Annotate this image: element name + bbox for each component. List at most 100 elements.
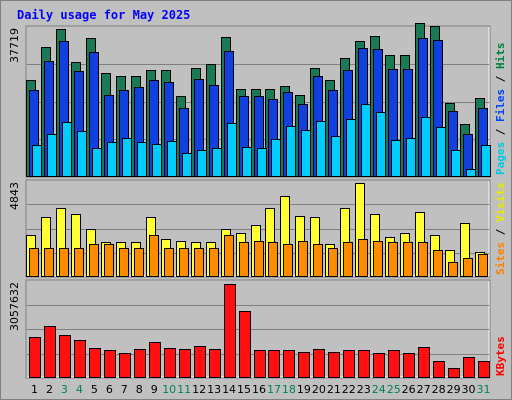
x-tick-label-day-30: 30 [462,383,476,396]
legend-entry: Hits [494,43,507,70]
legend-entry: / [494,222,507,242]
bar-sites-day-11 [179,248,189,277]
legend-entry: Sites [494,242,507,275]
x-tick-label-day-29: 29 [447,383,461,396]
bar-sites-day-24 [373,241,383,277]
bar-pages-day-22 [346,119,356,177]
panel-legend: Sites / Visits [494,182,507,275]
bar-kbytes-day-21 [328,352,340,378]
bar-sites-day-13 [209,248,219,277]
x-tick-label-day-3: 3 [61,383,68,396]
panel-legend: Pages / Files / Hits [494,43,507,176]
bar-kbytes-day-9 [149,342,161,378]
bar-kbytes-day-27 [418,347,430,378]
bar-pages-day-29 [451,150,461,177]
x-tick-label-day-22: 22 [342,383,356,396]
bar-pages-day-9 [152,144,162,177]
bar-sites-day-4 [74,248,84,277]
bar-pages-day-11 [182,153,192,177]
bar-kbytes-day-10 [164,348,176,378]
x-tick-label-day-14: 14 [222,383,236,396]
x-tick-label-day-7: 7 [121,383,128,396]
bar-pages-day-30 [466,169,476,177]
bar-pages-day-3 [62,122,72,177]
bar-sites-day-29 [448,262,458,277]
bar-pages-day-28 [436,127,446,177]
y-max-label: 4843 [8,182,21,210]
bar-kbytes-day-19 [298,352,310,378]
bar-kbytes-day-29 [448,368,460,378]
bar-sites-day-25 [388,242,398,277]
bar-pages-day-15 [242,147,252,177]
x-tick-label-day-23: 23 [357,383,371,396]
bar-kbytes-day-31 [478,361,490,378]
legend-entry: / [494,122,507,142]
bar-kbytes-day-11 [179,349,191,378]
bar-sites-day-7 [119,248,129,277]
bar-sites-day-1 [29,248,39,277]
bar-kbytes-day-7 [119,353,131,378]
bar-sites-day-21 [328,248,338,277]
bar-sites-day-22 [343,242,353,277]
bar-pages-day-20 [316,121,326,177]
bar-kbytes-day-22 [343,350,355,378]
bar-pages-day-23 [361,104,371,177]
x-tick-label-day-13: 13 [207,383,221,396]
bar-kbytes-day-1 [29,337,41,378]
x-tick-label-day-1: 1 [31,383,38,396]
bar-sites-day-10 [164,248,174,277]
x-tick-label-day-16: 16 [252,383,266,396]
bar-kbytes-day-14 [224,284,236,378]
x-tick-label-day-9: 9 [151,383,158,396]
bar-kbytes-day-8 [134,349,146,378]
bar-kbytes-day-16 [254,350,266,378]
bar-kbytes-day-13 [209,349,221,378]
x-tick-label-day-4: 4 [76,383,83,396]
x-tick-label-day-26: 26 [402,383,416,396]
legend-entry: Visits [494,182,507,222]
bar-sites-day-16 [254,241,264,277]
bar-kbytes-day-23 [358,350,370,378]
legend-entry: KBytes [494,336,507,376]
bar-kbytes-day-12 [194,346,206,378]
x-tick-label-day-25: 25 [387,383,401,396]
bar-sites-day-9 [149,235,159,277]
bar-kbytes-day-30 [463,357,475,378]
x-tick-label-day-20: 20 [312,383,326,396]
bar-pages-day-6 [107,142,117,177]
bar-pages-day-7 [122,138,132,177]
bar-pages-day-14 [227,123,237,177]
bar-kbytes-day-5 [89,348,101,378]
x-tick-label-day-12: 12 [192,383,206,396]
bar-pages-day-10 [167,141,177,177]
bar-sites-day-17 [268,242,278,277]
bar-pages-day-16 [257,148,267,177]
bar-pages-day-8 [137,142,147,177]
bar-sites-day-31 [478,254,488,277]
bar-sites-day-23 [358,239,368,277]
bar-pages-day-13 [212,148,222,177]
bar-pages-day-18 [286,126,296,177]
bar-kbytes-day-2 [44,326,56,378]
x-tick-label-day-27: 27 [417,383,431,396]
bar-pages-day-21 [331,136,341,177]
y-max-label: 37719 [8,28,21,63]
bar-sites-day-15 [239,242,249,277]
bar-kbytes-day-25 [388,350,400,378]
bar-pages-day-5 [92,148,102,177]
x-tick-label-day-11: 11 [177,383,191,396]
x-tick-label-day-31: 31 [477,383,491,396]
legend-entry: / [494,69,507,89]
bar-pages-day-19 [301,130,311,177]
bar-kbytes-day-18 [283,350,295,378]
bar-kbytes-day-26 [403,353,415,378]
bar-sites-day-8 [134,248,144,277]
x-tick-label-day-5: 5 [91,383,98,396]
bar-kbytes-day-28 [433,361,445,378]
bar-pages-day-17 [271,139,281,177]
bar-sites-day-12 [194,248,204,277]
bar-pages-day-4 [77,131,87,177]
bar-kbytes-day-17 [268,350,280,378]
legend-entry: Files [494,89,507,122]
bar-kbytes-day-6 [104,350,116,378]
